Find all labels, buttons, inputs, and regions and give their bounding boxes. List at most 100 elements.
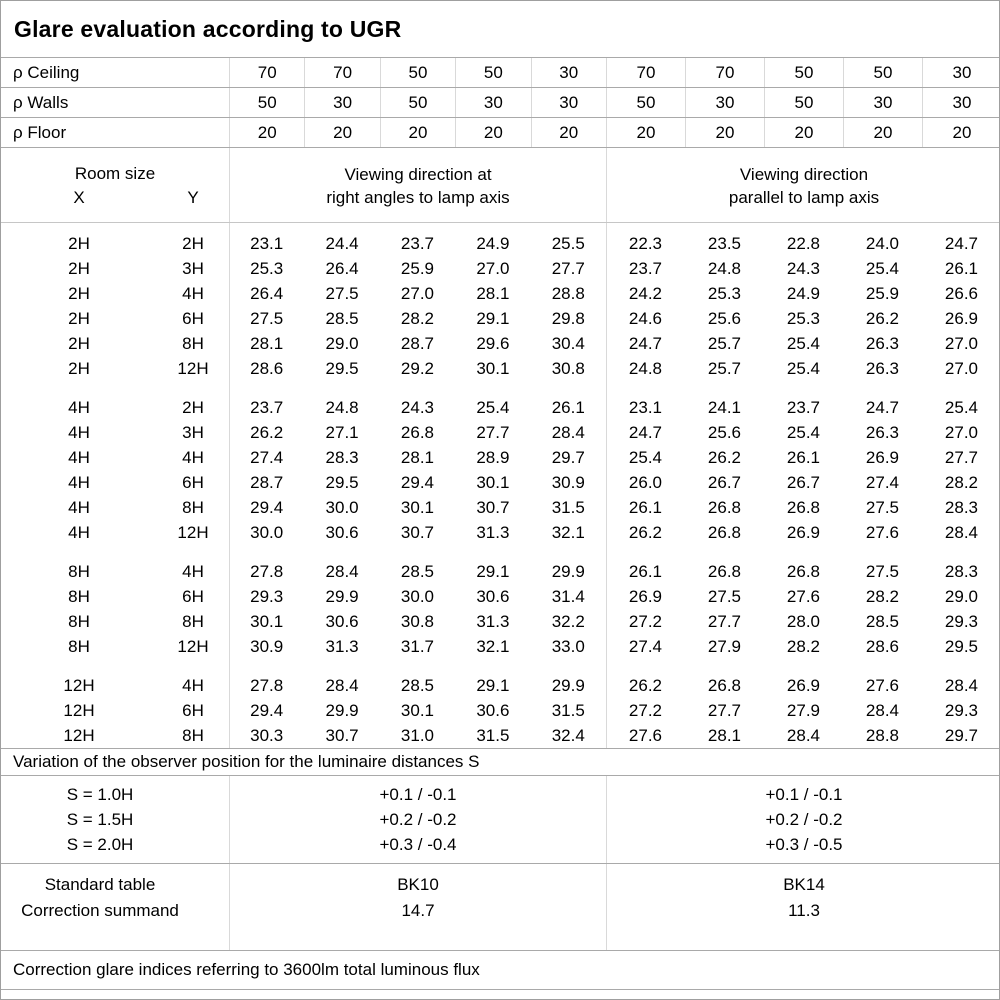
room-y-value: 2H	[182, 397, 204, 417]
standard-table-label: Standard table	[44, 875, 156, 894]
standard-table-section: Standard table Correction summand BK10 1…	[1, 864, 999, 951]
ugr-value: 28.2	[944, 472, 978, 492]
ugr-row: 12H 4H 27.8 28.4 28.5 29.1 29.9 26.2 26.8 26.9 27.…	[1, 673, 999, 698]
ugr-value: 27.5	[865, 561, 899, 581]
ugr-value: 28.7	[250, 472, 284, 492]
ugr-value: 24.8	[628, 358, 662, 378]
correction-summand-label: Correction summand	[21, 901, 179, 920]
ugr-value: 27.7	[944, 447, 978, 467]
room-x-value: 2H	[68, 333, 90, 353]
ugr-value: 27.2	[628, 700, 662, 720]
group-header-line: parallel to lamp axis	[728, 188, 880, 207]
ugr-value: 29.5	[944, 636, 978, 656]
ugr-value: 25.3	[786, 308, 820, 328]
ugr-value: 26.8	[786, 561, 820, 581]
ugr-value: 30.9	[551, 472, 585, 492]
ugr-value: 27.5	[325, 283, 359, 303]
room-x-value: 4H	[68, 447, 90, 467]
ugr-value: 28.5	[325, 308, 359, 328]
ugr-value: 25.3	[707, 283, 741, 303]
ugr-value: 26.9	[865, 447, 899, 467]
correction-summand-value: 14.7	[401, 901, 435, 920]
room-y-value: 8H	[182, 611, 204, 631]
group-header-line: Viewing direction at	[344, 165, 492, 184]
ugr-value: 26.2	[250, 422, 284, 442]
ugr-value: 26.4	[325, 258, 359, 278]
ugr-value: 25.5	[551, 233, 585, 253]
ugr-value: 28.4	[865, 700, 899, 720]
ugr-value: 26.8	[786, 497, 820, 517]
room-y-value: 6H	[182, 586, 204, 606]
ugr-value: 24.8	[325, 397, 359, 417]
ugr-value: 23.7	[786, 397, 820, 417]
reflectance-value: 50	[379, 88, 455, 117]
ugr-value: 30.0	[325, 497, 359, 517]
room-x-value: 8H	[68, 586, 90, 606]
ugr-value: 26.7	[786, 472, 820, 492]
ugr-value: 29.0	[944, 586, 978, 606]
ugr-value: 27.6	[865, 522, 899, 542]
ugr-value: 25.9	[865, 283, 899, 303]
ugr-value: 26.9	[628, 586, 662, 606]
ugr-value: 25.3	[250, 258, 284, 278]
ugr-value: 30.3	[250, 725, 284, 745]
ugr-value: 27.6	[786, 586, 820, 606]
room-x-value: 2H	[68, 358, 90, 378]
reflectance-value: 30	[530, 88, 606, 117]
ugr-value: 31.7	[400, 636, 435, 656]
ugr-value: 28.4	[944, 522, 978, 542]
ugr-value: 27.0	[400, 283, 435, 303]
ugr-value: 26.8	[400, 422, 435, 442]
reflectance-label: ρ Walls	[13, 92, 69, 112]
standard-table-labels: Standard table Correction summand	[1, 864, 229, 950]
ugr-value: 28.9	[476, 447, 510, 467]
ugr-value: 29.7	[944, 725, 978, 745]
ugr-value: 23.1	[250, 233, 284, 253]
ugr-value: 26.8	[707, 522, 741, 542]
ugr-value: 23.5	[707, 233, 741, 253]
ugr-value: 29.3	[944, 611, 978, 631]
reflectance-value: 30	[684, 88, 764, 117]
ugr-value: 30.4	[551, 333, 585, 353]
ugr-value: 29.3	[944, 700, 978, 720]
ugr-value: 29.3	[250, 586, 284, 606]
ugr-value: 25.4	[786, 333, 820, 353]
reflectance-value: 70	[605, 58, 685, 87]
reflectance-value: 50	[842, 58, 922, 87]
room-y-value: 4H	[182, 675, 204, 695]
room-y-value: 12H	[177, 636, 209, 656]
room-y-value: 8H	[182, 497, 204, 517]
ugr-value: 24.1	[707, 397, 741, 417]
ugr-value: 26.6	[944, 283, 978, 303]
ugr-value: 29.5	[325, 358, 359, 378]
ugr-value: 30.1	[250, 611, 284, 631]
ugr-row: 2H 2H 23.1 24.4 23.7 24.9 25.5 22.3 23.5 22.8 24.0…	[1, 231, 999, 256]
ugr-row: 2H 6H 27.5 28.5 28.2 29.1 29.8 24.6 25.6 25.3 26.2…	[1, 306, 999, 331]
ugr-value: 28.8	[551, 283, 585, 303]
ugr-row: 2H 12H 28.6 29.5 29.2 30.1 30.8 24.8 25.7 25.4 26.…	[1, 356, 999, 381]
ugr-value: 24.6	[628, 308, 662, 328]
ugr-value: 30.0	[400, 586, 435, 606]
variation-value: +0.3 / -0.4	[379, 835, 457, 854]
ugr-row: 8H 8H 30.1 30.6 30.8 31.3 32.2 27.2 27.7 28.0 28.5…	[1, 609, 999, 634]
room-size-label: Room size	[74, 164, 156, 183]
ugr-value: 30.7	[476, 497, 510, 517]
ugr-row: 12H 6H 29.4 29.9 30.1 30.6 31.5 27.2 27.7 27.9 28.…	[1, 698, 999, 723]
ugr-value: 29.0	[325, 333, 359, 353]
standard-table-value: BK10	[397, 875, 439, 894]
room-x-value: 4H	[68, 522, 90, 542]
ugr-value: 28.4	[325, 675, 359, 695]
ugr-value: 31.3	[476, 611, 510, 631]
reflectance-value: 30	[921, 58, 999, 87]
x-axis-label: X	[73, 188, 85, 207]
ugr-value: 26.0	[628, 472, 662, 492]
ugr-value: 26.1	[944, 258, 978, 278]
reflectance-value: 20	[763, 118, 843, 147]
reflectance-value: 20	[304, 118, 379, 147]
ugr-value: 31.4	[551, 586, 585, 606]
ugr-value: 29.4	[250, 700, 284, 720]
room-x-value: 4H	[68, 422, 90, 442]
reflectance-value: 30	[921, 88, 999, 117]
reflectance-value: 50	[763, 58, 843, 87]
